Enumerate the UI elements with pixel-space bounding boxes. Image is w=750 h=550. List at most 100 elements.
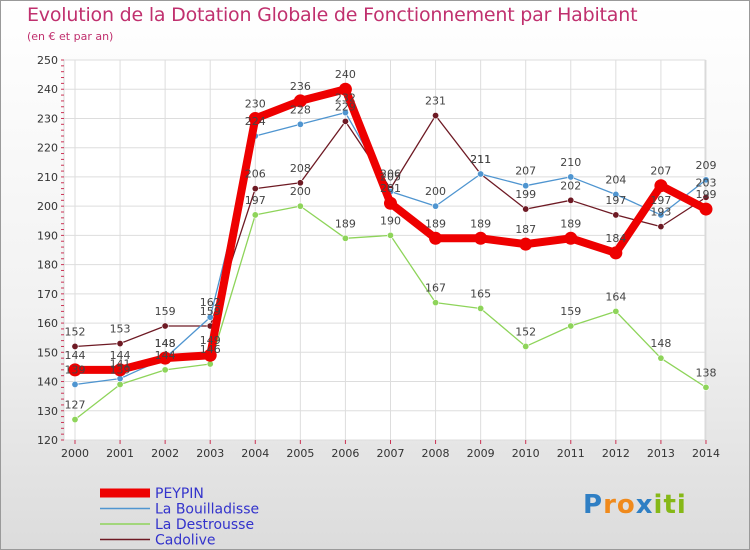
- data-point: [341, 234, 349, 242]
- data-label: 230: [245, 97, 266, 110]
- data-label: 232: [335, 92, 356, 105]
- data-point: [699, 202, 713, 216]
- y-tick-label: 150: [37, 346, 58, 359]
- x-tick-label: 2004: [241, 447, 269, 460]
- data-label: 159: [560, 305, 581, 318]
- data-label: 189: [335, 217, 356, 230]
- data-label: 189: [425, 217, 446, 230]
- y-tick-label: 240: [37, 83, 58, 96]
- data-label: 190: [380, 214, 401, 227]
- data-point: [338, 82, 352, 96]
- y-tick-label: 180: [37, 259, 58, 272]
- data-label: 127: [65, 399, 86, 412]
- x-tick-label: 2001: [106, 447, 134, 460]
- data-point: [429, 231, 443, 245]
- logo-letter: r: [603, 490, 617, 520]
- x-tick-label: 2003: [196, 447, 224, 460]
- x-tick-label: 2010: [512, 447, 540, 460]
- chart-title: Evolution de la Dotation Globale de Fonc…: [27, 4, 638, 26]
- data-label: 200: [290, 185, 311, 198]
- data-point: [341, 109, 349, 117]
- data-point: [702, 176, 710, 184]
- data-point: [158, 351, 172, 365]
- data-point: [248, 111, 262, 125]
- logo-letter: P: [583, 490, 604, 520]
- y-tick-label: 220: [37, 142, 58, 155]
- data-label: 189: [470, 217, 491, 230]
- y-tick-label: 210: [37, 171, 58, 184]
- data-label: 197: [650, 194, 671, 207]
- series-la-destrousse: [71, 202, 710, 424]
- data-label: 141: [110, 358, 131, 371]
- data-label: 144: [65, 349, 86, 362]
- data-label: 146: [200, 343, 221, 356]
- data-label: 152: [515, 325, 536, 338]
- data-point: [386, 231, 394, 239]
- data-label: 148: [155, 337, 176, 350]
- data-label: 152: [65, 325, 86, 338]
- data-label: 224: [245, 115, 266, 128]
- logo-letter: i: [676, 490, 687, 520]
- data-label: 211: [470, 153, 491, 166]
- data-point: [161, 322, 169, 330]
- data-point: [71, 342, 79, 350]
- data-point: [116, 380, 124, 388]
- data-label: 231: [425, 95, 446, 108]
- x-tick-label: 2007: [376, 447, 404, 460]
- data-point: [296, 120, 304, 128]
- data-point: [296, 179, 304, 187]
- data-label: 144: [155, 349, 176, 362]
- data-point: [116, 340, 124, 348]
- data-label: 211: [470, 153, 491, 166]
- data-label: 197: [605, 194, 626, 207]
- logo-letter: t: [663, 490, 677, 520]
- legend-label: PEYPIN: [155, 486, 204, 502]
- data-label: 228: [290, 103, 311, 116]
- data-point: [612, 307, 620, 315]
- logo-letter: o: [616, 490, 636, 520]
- data-label: 159: [200, 305, 221, 318]
- y-tick-label: 160: [37, 317, 58, 330]
- data-point: [609, 246, 623, 260]
- data-label: 203: [695, 176, 716, 189]
- data-label: 139: [65, 363, 86, 376]
- data-label: 229: [335, 100, 356, 113]
- data-point: [251, 185, 259, 193]
- y-tick-label: 140: [37, 376, 58, 389]
- data-point: [522, 205, 530, 213]
- data-label: 159: [155, 305, 176, 318]
- y-tick-label: 170: [37, 288, 58, 301]
- data-label: 139: [110, 363, 131, 376]
- data-label: 207: [650, 165, 671, 178]
- data-label: 189: [560, 217, 581, 230]
- x-tick-label: 2012: [602, 447, 630, 460]
- legend-label: La Bouilladisse: [155, 502, 259, 518]
- data-point: [567, 196, 575, 204]
- data-point: [522, 342, 530, 350]
- data-label: 206: [380, 168, 401, 181]
- legend-label: La Destrousse: [155, 517, 254, 533]
- data-label: 208: [290, 162, 311, 175]
- data-label: 207: [515, 165, 536, 178]
- y-tick-label: 230: [37, 112, 58, 125]
- x-tick-label: 2009: [467, 447, 495, 460]
- data-label: 148: [155, 337, 176, 350]
- data-point: [612, 211, 620, 219]
- data-label: 210: [560, 156, 581, 169]
- x-tick-label: 2002: [151, 447, 179, 460]
- y-tick-label: 200: [37, 200, 58, 213]
- data-point: [657, 354, 665, 362]
- data-point: [341, 117, 349, 125]
- data-label: 184: [605, 232, 626, 245]
- data-point: [68, 363, 82, 377]
- data-label: 165: [470, 287, 491, 300]
- data-point: [293, 94, 307, 108]
- data-point: [567, 173, 575, 181]
- data-point: [612, 190, 620, 198]
- x-tick-label: 2008: [422, 447, 450, 460]
- data-point: [519, 237, 533, 251]
- data-point: [564, 231, 578, 245]
